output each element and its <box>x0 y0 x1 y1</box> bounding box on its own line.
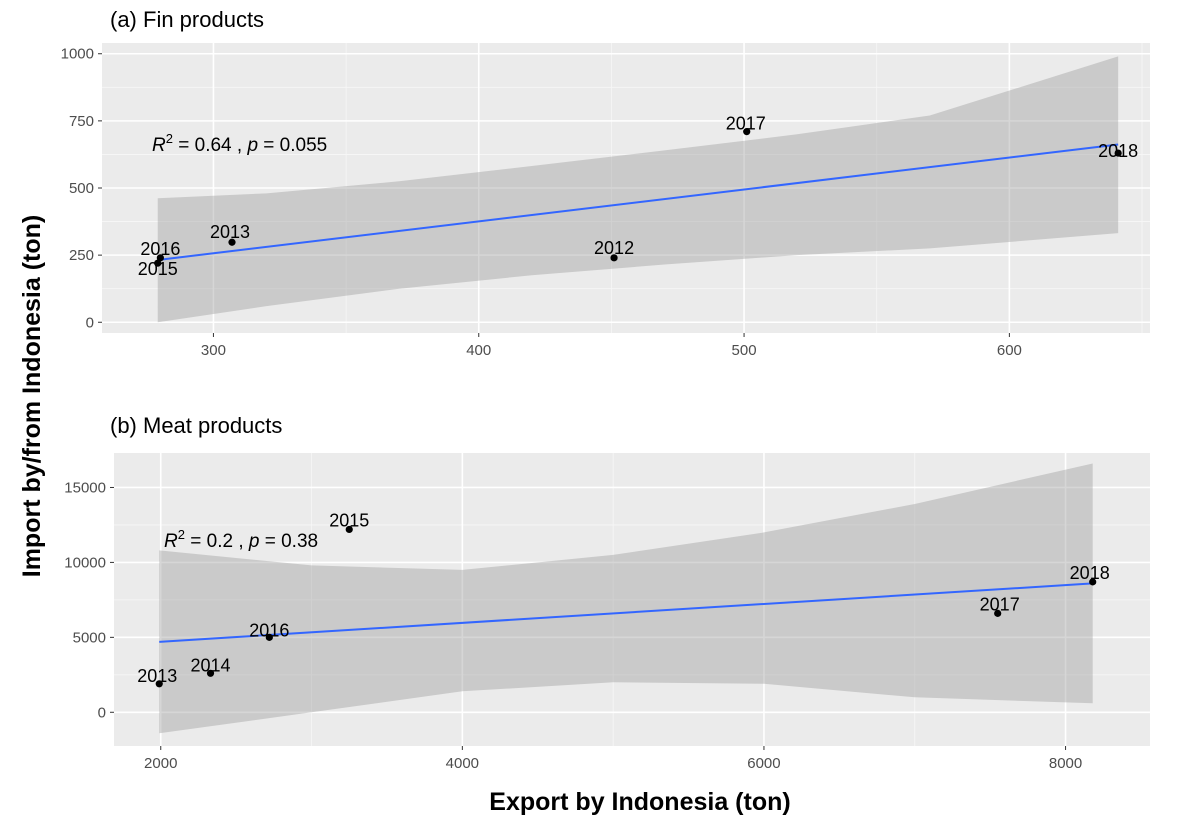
y-tick-label: 750 <box>69 113 94 130</box>
point-label-2015: 2015 <box>138 259 178 279</box>
point-label-2017: 2017 <box>726 114 766 134</box>
x-axis-title: Export by Indonesia (ton) <box>489 788 790 816</box>
y-tick-label: 5000 <box>73 629 106 646</box>
x-tick-label: 300 <box>201 342 226 359</box>
point-label-2016: 2016 <box>249 620 289 640</box>
point-label-2018: 2018 <box>1098 141 1138 161</box>
point-label-2016: 2016 <box>140 239 180 259</box>
point-label-2018: 2018 <box>1070 563 1110 583</box>
x-tick-label: 500 <box>732 342 757 359</box>
point-label-2013: 2013 <box>210 222 250 242</box>
point-label-2014: 2014 <box>190 655 230 675</box>
y-tick-label: 250 <box>69 247 94 264</box>
data-point-2016 <box>265 633 273 641</box>
regression-line <box>159 582 1093 643</box>
data-point-2013 <box>155 680 163 688</box>
data-point-2017 <box>743 128 751 136</box>
x-tick-label: 400 <box>466 342 491 359</box>
y-tick-label: 0 <box>86 314 94 331</box>
regression-annotation: R2 = 0.2 , p = 0.38 <box>164 527 318 552</box>
regression-line <box>157 143 1119 261</box>
y-tick-label: 500 <box>69 180 94 197</box>
regression-annotation: R2 = 0.64 , p = 0.055 <box>152 131 327 156</box>
data-point-2016 <box>156 254 164 262</box>
data-point-2017 <box>994 609 1002 617</box>
data-point-2014 <box>206 669 215 677</box>
confidence-band <box>159 463 1093 734</box>
point-label-2017: 2017 <box>980 594 1020 614</box>
data-point-2018 <box>1114 149 1122 157</box>
panel-title: (a) Fin products <box>110 7 264 32</box>
x-tick-label: 600 <box>997 342 1022 359</box>
data-point-2015 <box>154 259 162 267</box>
x-tick-label: 8000 <box>1049 755 1082 772</box>
x-tick-label: 2000 <box>144 755 177 772</box>
data-point-2018 <box>1089 578 1097 586</box>
point-label-2012: 2012 <box>594 238 634 258</box>
point-label-2015: 2015 <box>329 510 369 530</box>
data-point-2013 <box>228 238 236 246</box>
confidence-band <box>157 56 1119 323</box>
data-point-2015 <box>345 525 353 534</box>
data-point-2012 <box>610 254 618 262</box>
y-tick-label: 0 <box>98 704 106 721</box>
x-tick-label: 4000 <box>446 755 479 772</box>
y-axis-title: Import by/from Indonesia (ton) <box>18 215 46 578</box>
panel-meat-products: (b) Meat products 2013 2014 2015 2016 2017 201… <box>64 413 1150 772</box>
y-tick-label: 15000 <box>64 479 106 496</box>
x-tick-label: 6000 <box>747 755 780 772</box>
panel-title: (b) Meat products <box>110 413 282 438</box>
point-label-2013: 2013 <box>137 666 177 686</box>
y-tick-label: 1000 <box>61 46 94 63</box>
y-tick-label: 10000 <box>64 554 106 571</box>
